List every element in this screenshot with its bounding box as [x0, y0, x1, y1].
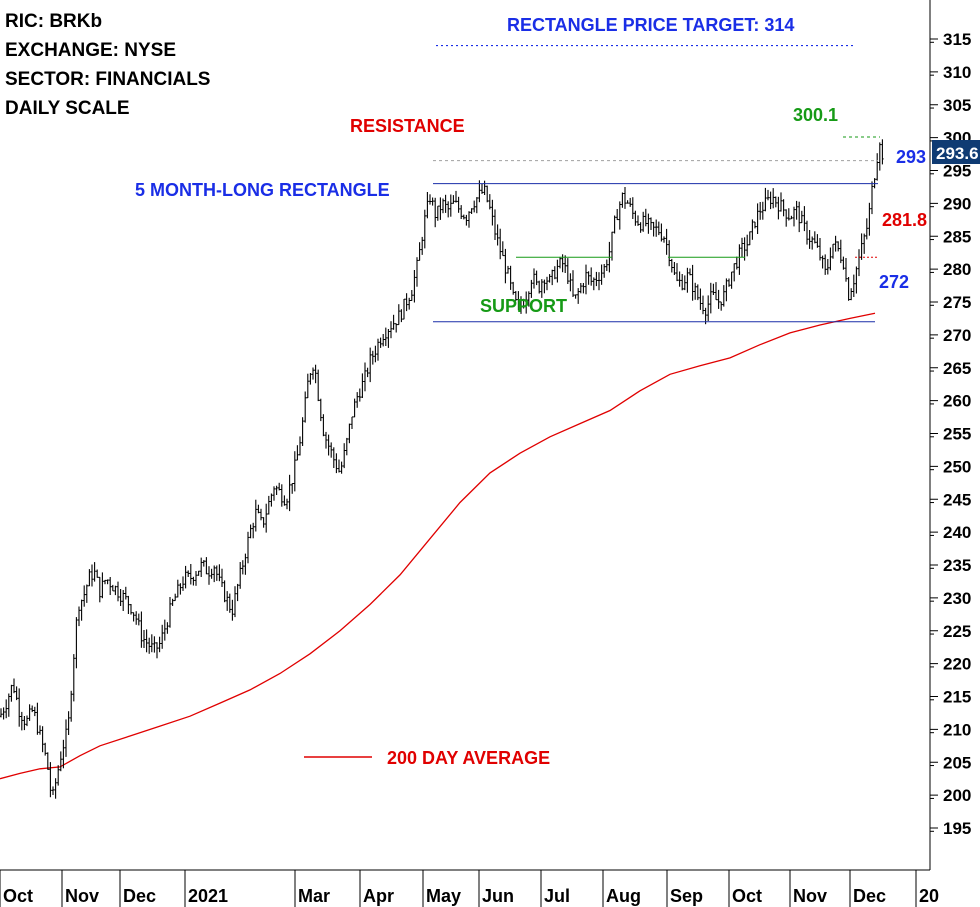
- y-tick-label: 255: [943, 425, 971, 444]
- x-tick-label: 2021: [188, 886, 228, 906]
- x-tick-label: Nov: [793, 886, 827, 906]
- x-tick-label: Oct: [3, 886, 33, 906]
- pattern-label: 5 MONTH-LONG RECTANGLE: [135, 180, 390, 200]
- y-tick-label: 195: [943, 819, 971, 838]
- x-tick-label: 20: [919, 886, 939, 906]
- y-tick-label: 270: [943, 326, 971, 345]
- y-tick-label: 315: [943, 30, 971, 49]
- y-tick-label: 295: [943, 162, 971, 181]
- y-tick-label: 225: [943, 622, 971, 641]
- info-line-exchange: EXCHANGE: NYSE: [5, 40, 176, 61]
- y-tick-label: 260: [943, 392, 971, 411]
- y-tick-label: 310: [943, 63, 971, 82]
- y-tick-label: 285: [943, 227, 971, 246]
- level-293-label: 293: [896, 147, 926, 167]
- moving-average-layer: [0, 312, 876, 780]
- x-tick-label: Jun: [482, 886, 514, 906]
- y-tick-label: 200: [943, 786, 971, 805]
- price-bars-layer: [0, 139, 884, 799]
- level-300-label: 300.1: [793, 105, 838, 125]
- y-tick-label: 275: [943, 293, 971, 312]
- ma-200-line: [0, 312, 876, 780]
- y-tick-label: 235: [943, 556, 971, 575]
- y-tick-label: 210: [943, 720, 971, 739]
- y-tick-label: 245: [943, 490, 971, 509]
- x-tick-label: Mar: [298, 886, 330, 906]
- y-tick-label: 205: [943, 753, 971, 772]
- x-tick-label: Sep: [670, 886, 703, 906]
- info-line-sector: SECTOR: FINANCIALS: [5, 69, 210, 90]
- levels-layer: [433, 44, 880, 323]
- y-tick-label: 265: [943, 359, 971, 378]
- y-tick-label: 220: [943, 655, 971, 674]
- y-tick-label: 305: [943, 96, 971, 115]
- target-label: RECTANGLE PRICE TARGET: 314: [507, 15, 794, 35]
- x-tick-label: Nov: [65, 886, 99, 906]
- y-tick-label: 215: [943, 688, 971, 707]
- x-tick-label: Dec: [123, 886, 156, 906]
- level-272-label: 272: [879, 272, 909, 292]
- x-tick-label: Dec: [853, 886, 886, 906]
- support-label: SUPPORT: [480, 296, 567, 316]
- x-tick-label: Apr: [363, 886, 394, 906]
- level-281-label: 281.8: [882, 210, 927, 230]
- y-tick-label: 280: [943, 260, 971, 279]
- x-tick-label: May: [426, 886, 461, 906]
- info-line-ric: RIC: BRKb: [5, 11, 102, 32]
- y-tick-label: 230: [943, 589, 971, 608]
- y-tick-label: 290: [943, 194, 971, 213]
- y-tick-label: 250: [943, 457, 971, 476]
- x-tick-label: Oct: [732, 886, 762, 906]
- last-price-text: 293.6: [936, 144, 979, 163]
- last-price-badge: [932, 140, 980, 164]
- resistance-label: RESISTANCE: [350, 116, 465, 136]
- info-line-scale: DAILY SCALE: [5, 98, 130, 119]
- y-tick-label: 240: [943, 523, 971, 542]
- x-tick-label: Aug: [606, 886, 641, 906]
- ma-legend-label: 200 DAY AVERAGE: [387, 748, 550, 768]
- x-tick-label: Jul: [544, 886, 570, 906]
